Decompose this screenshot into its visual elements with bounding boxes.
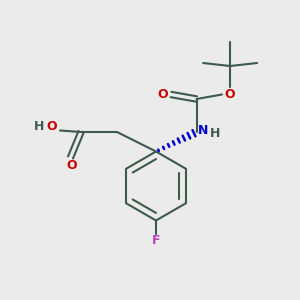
Text: F: F — [152, 234, 160, 248]
Text: O: O — [225, 88, 236, 101]
Text: O: O — [67, 159, 77, 172]
Text: H: H — [34, 120, 44, 134]
Text: O: O — [46, 120, 57, 134]
Text: H: H — [210, 127, 220, 140]
Text: O: O — [157, 88, 168, 101]
Text: N: N — [198, 124, 208, 137]
